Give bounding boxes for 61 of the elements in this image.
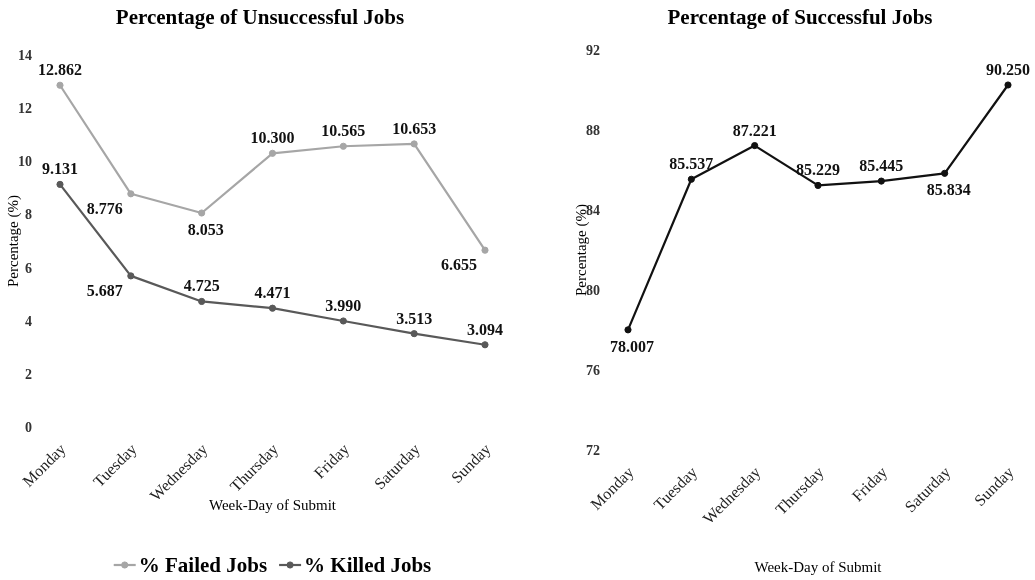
point bbox=[877, 177, 885, 185]
point bbox=[127, 272, 135, 280]
y-tick-label: 6 bbox=[25, 260, 32, 276]
data-label: 12.862 bbox=[38, 61, 82, 79]
point bbox=[624, 326, 632, 334]
point bbox=[268, 149, 277, 157]
point bbox=[410, 330, 418, 338]
data-label: 10.653 bbox=[392, 119, 437, 137]
data-label: 85.445 bbox=[859, 157, 904, 175]
point bbox=[481, 246, 489, 254]
point bbox=[127, 190, 135, 198]
data-label: 5.687 bbox=[86, 281, 123, 299]
point bbox=[1004, 81, 1012, 89]
data-label: 85.229 bbox=[796, 161, 840, 179]
y-tick-label: 0 bbox=[25, 419, 32, 435]
point bbox=[198, 209, 206, 217]
data-label: 6.655 bbox=[441, 256, 477, 274]
point bbox=[751, 142, 759, 150]
chart-title: Percentage of Successful Jobs bbox=[667, 5, 933, 29]
point bbox=[339, 142, 347, 150]
y-tick-label: 92 bbox=[586, 42, 600, 58]
point bbox=[941, 169, 949, 177]
point bbox=[56, 81, 64, 89]
point bbox=[481, 341, 489, 349]
data-label: 8.053 bbox=[187, 221, 224, 239]
data-label: 4.471 bbox=[254, 284, 291, 302]
x-axis-title: Week-Day of Submit bbox=[754, 559, 883, 575]
y-tick-label: 14 bbox=[18, 47, 32, 63]
data-label: 87.221 bbox=[732, 121, 777, 139]
data-label: 10.565 bbox=[321, 122, 366, 140]
y-tick-label: 88 bbox=[586, 122, 600, 138]
point bbox=[268, 304, 277, 312]
y-tick-label: 8 bbox=[25, 207, 32, 223]
y-tick-label: 76 bbox=[586, 362, 600, 378]
y-axis-title: Percentage (%) bbox=[5, 194, 22, 288]
x-axis-title: Week-Day of Submit bbox=[208, 497, 337, 513]
y-tick-label: 10 bbox=[18, 154, 32, 170]
data-label: 3.094 bbox=[467, 320, 503, 338]
y-tick-label: 12 bbox=[18, 101, 32, 117]
y-tick-label: 72 bbox=[586, 442, 600, 458]
chart-title: Percentage of Unsuccessful Jobs bbox=[115, 5, 405, 29]
data-label: 3.513 bbox=[396, 309, 433, 327]
data-label: 8.776 bbox=[86, 199, 123, 217]
point bbox=[814, 181, 822, 189]
point bbox=[687, 175, 695, 183]
point bbox=[198, 297, 206, 306]
point bbox=[56, 180, 64, 188]
data-label: 4.725 bbox=[183, 277, 220, 295]
data-label: 78.007 bbox=[610, 337, 654, 355]
data-label: 3.990 bbox=[325, 296, 362, 314]
data-label: 90.250 bbox=[986, 61, 1030, 78]
data-label: 9.131 bbox=[42, 160, 78, 178]
data-label: 10.300 bbox=[250, 129, 295, 147]
data-label: 85.537 bbox=[669, 155, 714, 173]
y-tick-label: 4 bbox=[25, 313, 32, 329]
data-label: 85.834 bbox=[926, 181, 971, 199]
point bbox=[339, 317, 347, 325]
legend-label: % Killed Jobs bbox=[304, 553, 432, 577]
legend-label: % Failed Jobs bbox=[138, 553, 268, 577]
point bbox=[410, 140, 418, 148]
y-tick-label: 2 bbox=[25, 366, 32, 382]
